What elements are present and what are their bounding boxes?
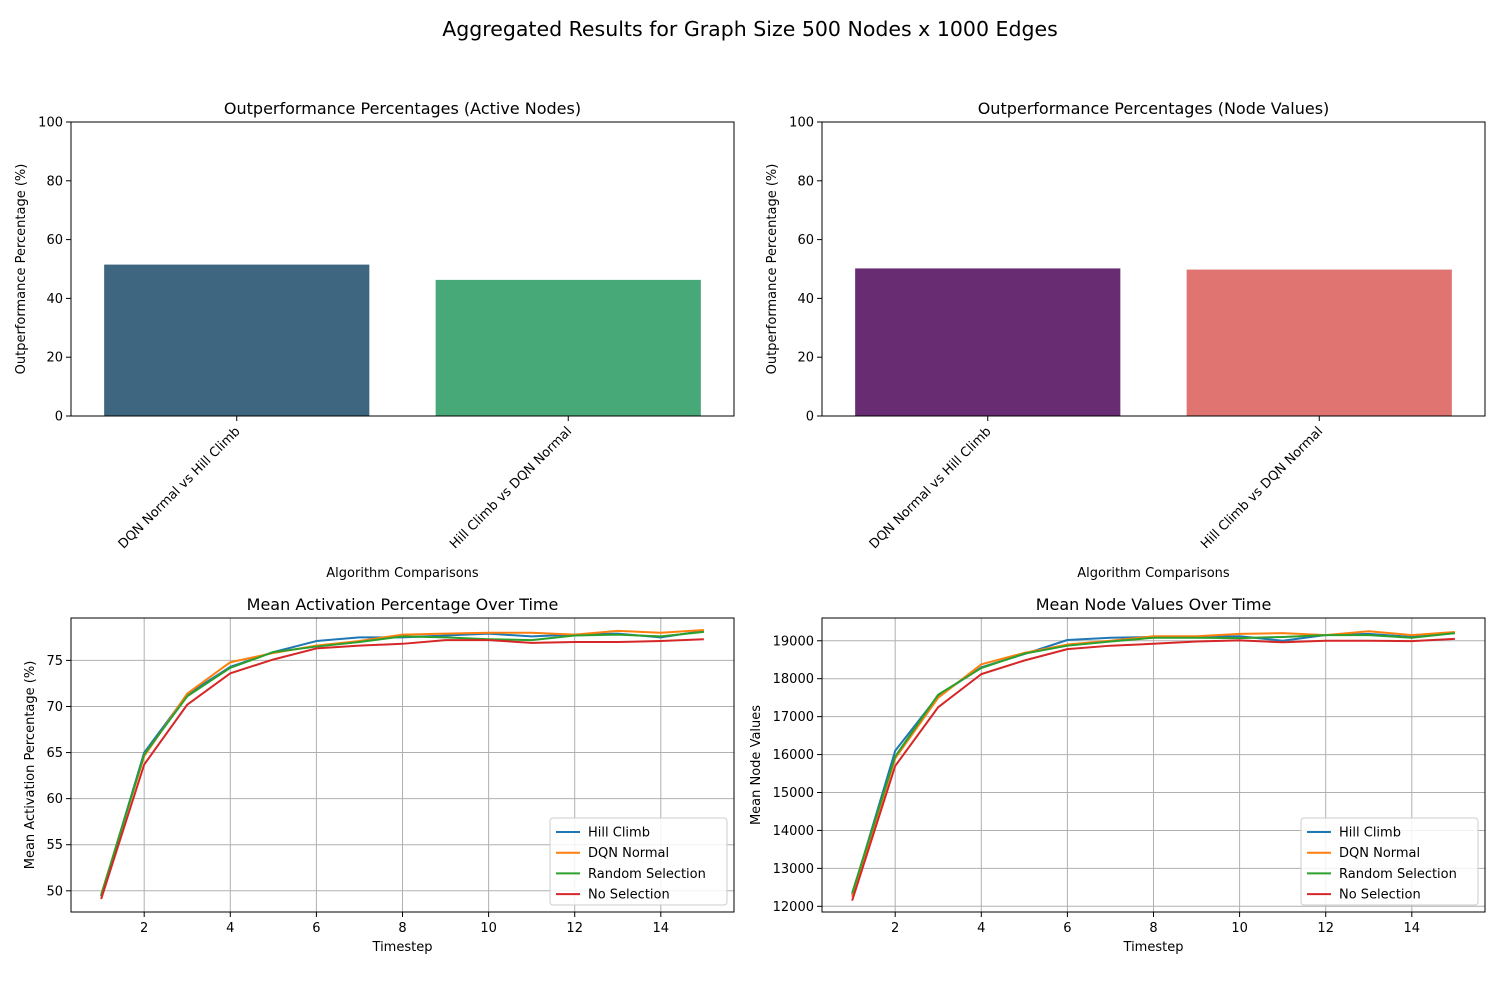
y-tick-label: 60 xyxy=(46,233,63,248)
y-tick-label: 70 xyxy=(46,700,63,715)
x-tick-label: 12 xyxy=(1317,921,1334,936)
y-axis-label: Mean Activation Percentage (%) xyxy=(23,661,38,870)
y-tick-label: 15000 xyxy=(773,786,814,801)
y-tick-label: 0 xyxy=(55,410,63,425)
legend-entry: DQN Normal xyxy=(1339,846,1420,861)
y-tick-label: 60 xyxy=(797,233,814,248)
bar xyxy=(435,279,701,416)
legend-box xyxy=(1300,817,1479,906)
chart-panel-3: Mean Activation Percentage Over Time 2 4 6 8… xyxy=(23,595,735,955)
axes-frame xyxy=(70,617,735,913)
x-tick-label: 14 xyxy=(1404,921,1421,936)
y-tick-label: 12000 xyxy=(773,900,814,915)
legend-entry: Hill Climb xyxy=(588,826,650,841)
legend-entry: No Selection xyxy=(588,888,670,903)
y-tick-label: 16000 xyxy=(773,748,814,763)
bar xyxy=(855,268,1121,416)
y-axis-label: Mean Node Values xyxy=(749,705,764,825)
chart-panel-4: Mean Node Values Over Time 2 4 6 8 10 12 14 1200… xyxy=(749,595,1486,955)
legend: Hill Climb DQN Normal Random Selection No S… xyxy=(549,817,728,906)
figure-title: Aggregated Results for Graph Size 500 No… xyxy=(442,17,1058,41)
y-tick-label: 20 xyxy=(797,351,814,366)
y-tick-label: 40 xyxy=(46,292,63,307)
legend-entry: Hill Climb xyxy=(1339,826,1401,841)
x-tick-label: 10 xyxy=(480,921,497,936)
x-tick-label: 2 xyxy=(891,921,899,936)
legend-entry: Random Selection xyxy=(588,867,706,882)
chart-panel-2: Outperformance Percentages (Node Values)… xyxy=(765,99,1486,581)
legend-box xyxy=(549,817,728,906)
x-tick-label: 14 xyxy=(653,921,670,936)
x-tick-label: 8 xyxy=(398,921,406,936)
axes-frame xyxy=(821,121,1486,417)
chart-title: Mean Node Values Over Time xyxy=(1036,595,1272,614)
legend-entry: DQN Normal xyxy=(588,846,669,861)
x-tick-label: 4 xyxy=(226,921,234,936)
y-tick-label: 50 xyxy=(46,884,63,899)
y-tick-label: 20 xyxy=(46,351,63,366)
chart-title: Outperformance Percentages (Active Nodes… xyxy=(224,99,581,118)
y-tick-label: 100 xyxy=(789,116,814,131)
y-axis-label: Outperformance Percentage (%) xyxy=(765,164,780,375)
y-tick-label: 18000 xyxy=(773,672,814,687)
x-axis-label: Algorithm Comparisons xyxy=(326,566,479,581)
x-axis-label: Timestep xyxy=(1123,940,1184,955)
chart-title: Outperformance Percentages (Node Values) xyxy=(978,99,1330,118)
x-axis-label: Timestep xyxy=(372,940,433,955)
y-tick-label: 0 xyxy=(806,410,814,425)
y-tick-label: 14000 xyxy=(773,824,814,839)
x-tick-label: 2 xyxy=(140,921,148,936)
y-tick-label: 100 xyxy=(38,116,63,131)
y-tick-label: 80 xyxy=(797,174,814,189)
y-tick-label: 60 xyxy=(46,792,63,807)
chart-title: Mean Activation Percentage Over Time xyxy=(247,595,559,614)
x-tick-label: 8 xyxy=(1149,921,1157,936)
y-tick-label: 17000 xyxy=(773,710,814,725)
axes-frame xyxy=(70,121,735,417)
x-tick-label: 6 xyxy=(1063,921,1071,936)
y-tick-label: 55 xyxy=(46,838,63,853)
x-tick-label: 4 xyxy=(977,921,985,936)
y-axis-label: Outperformance Percentage (%) xyxy=(14,164,29,375)
y-tick-label: 13000 xyxy=(773,862,814,877)
legend-entry: No Selection xyxy=(1339,888,1421,903)
bar xyxy=(1186,269,1452,416)
legend: Hill Climb DQN Normal Random Selection No S… xyxy=(1300,817,1479,906)
y-tick-label: 40 xyxy=(797,292,814,307)
series-line-1 xyxy=(100,628,704,895)
y-tick-label: 75 xyxy=(46,654,63,669)
series-line-3 xyxy=(851,637,1455,901)
y-tick-label: 19000 xyxy=(773,634,814,649)
x-axis-label: Algorithm Comparisons xyxy=(1077,566,1230,581)
bar xyxy=(104,264,370,416)
y-tick-label: 65 xyxy=(46,746,63,761)
x-tick-label: 12 xyxy=(566,921,583,936)
series-line-2 xyxy=(100,630,704,896)
legend-entry: Random Selection xyxy=(1339,867,1457,882)
series-line-3 xyxy=(100,638,704,900)
y-tick-label: 80 xyxy=(46,174,63,189)
x-tick-label: 6 xyxy=(312,921,320,936)
axes-frame xyxy=(821,617,1486,913)
series-line-2 xyxy=(851,632,1455,894)
x-tick-label: 10 xyxy=(1231,921,1248,936)
